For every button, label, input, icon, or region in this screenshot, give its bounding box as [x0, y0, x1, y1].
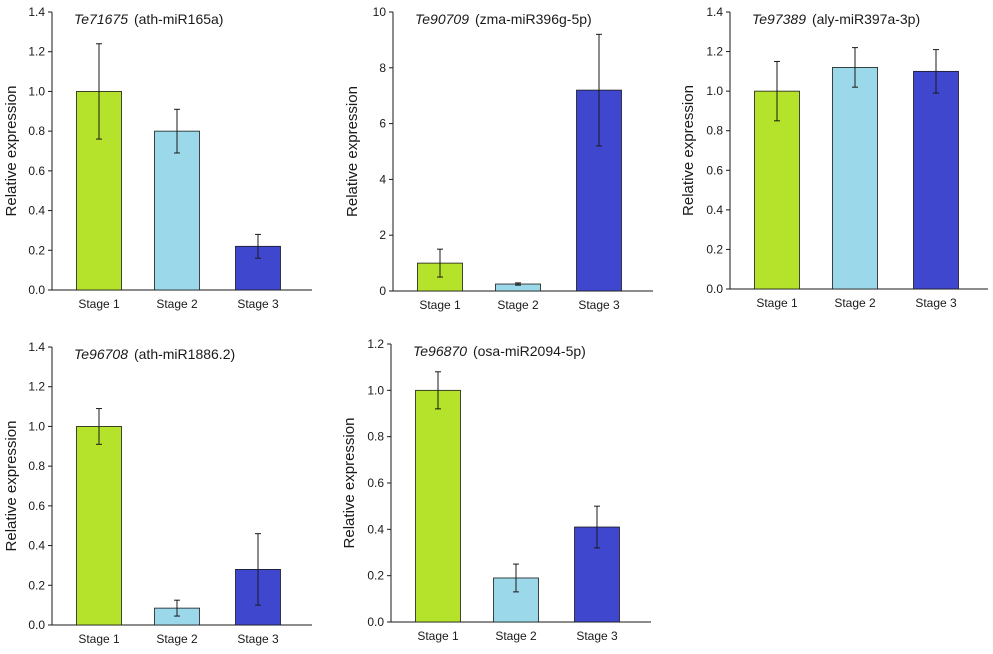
- y-tick-label: 1.2: [28, 380, 45, 394]
- y-axis-label: Relative expression: [680, 85, 697, 216]
- y-tick-label: 4: [379, 172, 386, 186]
- y-tick-label: 0.6: [367, 476, 384, 490]
- chart-panel-4: 0.0 0.2 0.4 0.6 0.8 1.0 1.2 1.4 Stage 1 Stage 2 St…: [3, 340, 312, 646]
- chart-title: Te96708 (ath-miR1886.2): [74, 346, 235, 362]
- chart-panel-2: 0 2 4 6 8 10 Stage 1 Stage 2 Stage 3 Relative exp…: [344, 5, 653, 312]
- y-tick-label: 1.0: [706, 84, 723, 98]
- y-tick-label: 1.0: [367, 383, 384, 397]
- x-tick-label: Stage 3: [237, 632, 279, 646]
- mirna-name: (aly-miR397a-3p): [812, 11, 920, 27]
- y-tick-label: 6: [379, 117, 386, 131]
- y-tick-label: 0.8: [28, 459, 45, 473]
- gene-id: Te71675: [74, 11, 128, 27]
- y-tick-label: 1.4: [28, 340, 45, 354]
- bar-stage-1: [754, 90, 800, 290]
- x-tick-label: Stage 1: [419, 298, 461, 312]
- gene-id: Te96870: [413, 343, 467, 359]
- x-tick-label: Stage 3: [915, 296, 957, 310]
- x-tick-label: Stage 2: [156, 632, 198, 646]
- mirna-name: (ath-miR165a): [134, 11, 223, 27]
- gene-id: Te96708: [74, 346, 128, 362]
- gene-id: Te97389: [752, 11, 806, 27]
- y-tick-label: 0.4: [28, 539, 45, 553]
- y-tick-label: 0.6: [706, 163, 723, 177]
- y-tick-label: 0.2: [28, 578, 45, 592]
- chart-panel-3: 0.0 0.2 0.4 0.6 0.8 1.0 1.2 1.4 Stage 1 Stage 2 St…: [680, 5, 988, 310]
- y-tick-label: 1.2: [28, 45, 45, 59]
- y-tick-label: 8: [379, 61, 386, 75]
- y-tick-label: 2: [379, 228, 386, 242]
- chart-title: Te90709 (zma-miR396g-5p): [415, 11, 592, 27]
- y-tick-label: 1.4: [706, 5, 723, 19]
- x-tick-label: Stage 3: [237, 297, 279, 311]
- y-tick-label: 1.0: [28, 419, 45, 433]
- y-tick-label: 0.2: [706, 242, 723, 256]
- y-tick-label: 0.2: [28, 243, 45, 257]
- y-tick-label: 0.2: [367, 569, 384, 583]
- bar-stage-3: [913, 70, 959, 290]
- x-tick-label: Stage 2: [834, 296, 876, 310]
- y-tick-label: 1.2: [706, 45, 723, 59]
- y-tick-label: 0.4: [367, 522, 384, 536]
- y-tick-label: 0.0: [28, 618, 45, 632]
- bar-stage-2: [832, 67, 878, 290]
- y-tick-label: 0.6: [28, 164, 45, 178]
- mirna-name: (ath-miR1886.2): [134, 346, 235, 362]
- x-tick-label: Stage 1: [756, 296, 798, 310]
- x-tick-label: Stage 3: [576, 629, 618, 643]
- x-tick-label: Stage 2: [495, 629, 537, 643]
- y-tick-label: 10: [373, 5, 387, 19]
- mirna-name: (zma-miR396g-5p): [475, 11, 592, 27]
- x-tick-label: Stage 3: [578, 298, 620, 312]
- chart-panel-5: 0.0 0.2 0.4 0.6 0.8 1.0 1.2 Stage 1 Stage 2 Stage…: [341, 337, 651, 643]
- chart-title: Te97389 (aly-miR397a-3p): [752, 11, 920, 27]
- x-tick-label: Stage 1: [417, 629, 459, 643]
- y-tick-label: 1.2: [367, 337, 384, 351]
- chart-title: Te96870 (osa-miR2094-5p): [413, 343, 586, 359]
- y-tick-label: 0: [379, 284, 386, 298]
- y-axis-label: Relative expression: [3, 421, 20, 552]
- bar-stage-1: [76, 426, 122, 626]
- chart-title: Te71675 (ath-miR165a): [74, 11, 223, 27]
- y-tick-label: 0.8: [28, 124, 45, 138]
- y-tick-label: 0.8: [706, 124, 723, 138]
- x-tick-label: Stage 2: [156, 297, 198, 311]
- y-tick-label: 0.4: [706, 203, 723, 217]
- y-tick-label: 1.0: [28, 84, 45, 98]
- x-tick-label: Stage 1: [78, 297, 120, 311]
- y-tick-label: 0.6: [28, 499, 45, 513]
- gene-id: Te90709: [415, 11, 469, 27]
- y-tick-label: 0.0: [367, 615, 384, 629]
- y-axis-label: Relative expression: [3, 86, 20, 217]
- y-axis-label: Relative expression: [344, 86, 361, 217]
- x-tick-label: Stage 1: [78, 632, 120, 646]
- y-tick-label: 0.0: [706, 282, 723, 296]
- mirna-name: (osa-miR2094-5p): [473, 343, 586, 359]
- chart-panel-1: 0.0 0.2 0.4 0.6 0.8 1.0 1.2 1.4 Stage 1 Stage 2 St…: [3, 5, 312, 311]
- y-tick-label: 1.4: [28, 5, 45, 19]
- x-tick-label: Stage 2: [497, 298, 539, 312]
- y-axis-label: Relative expression: [341, 418, 358, 549]
- y-tick-label: 0.4: [28, 204, 45, 218]
- bar-stage-1: [415, 389, 461, 623]
- bar-stage-2: [154, 130, 200, 291]
- y-tick-label: 0.0: [28, 283, 45, 297]
- y-tick-label: 0.8: [367, 430, 384, 444]
